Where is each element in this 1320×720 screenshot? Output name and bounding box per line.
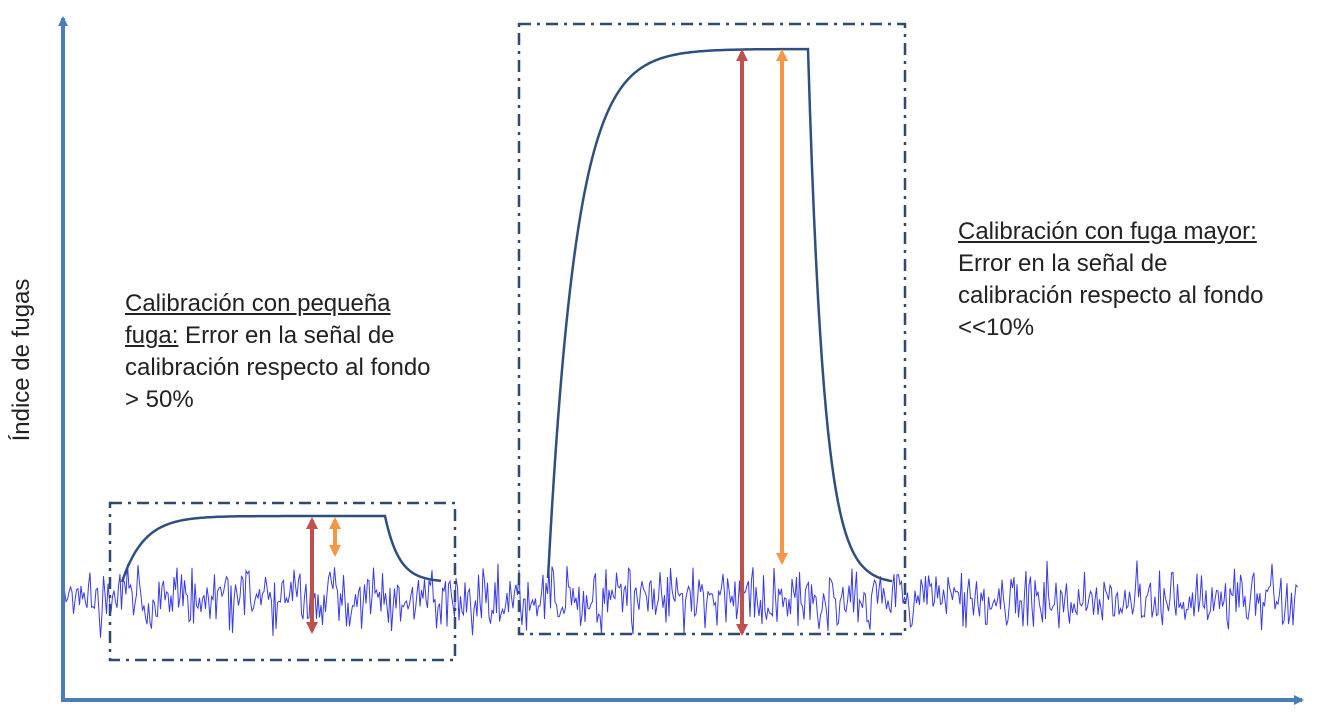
annotation: Calibración con fuga mayor: Error en la … <box>958 216 1288 344</box>
annotation: Calibración con pequeña fuga: Error en l… <box>125 288 443 416</box>
annotation-heading: Calibración con fuga mayor: <box>958 218 1257 245</box>
y-axis-label: Índice de fugas <box>8 278 35 442</box>
annotation-heading: Calibración con pequeña fuga: <box>125 290 391 349</box>
noise-line <box>62 560 1298 638</box>
annotation-text: Error en la señal de calibración respect… <box>958 250 1264 341</box>
small-leak-box <box>108 501 457 662</box>
annotation-text: Error en la señal de calibración respect… <box>125 322 431 413</box>
large-leak-box <box>517 22 907 636</box>
large-leak-curve <box>546 47 893 583</box>
small-leak-curve <box>120 514 442 583</box>
noise-signal <box>62 560 1298 638</box>
